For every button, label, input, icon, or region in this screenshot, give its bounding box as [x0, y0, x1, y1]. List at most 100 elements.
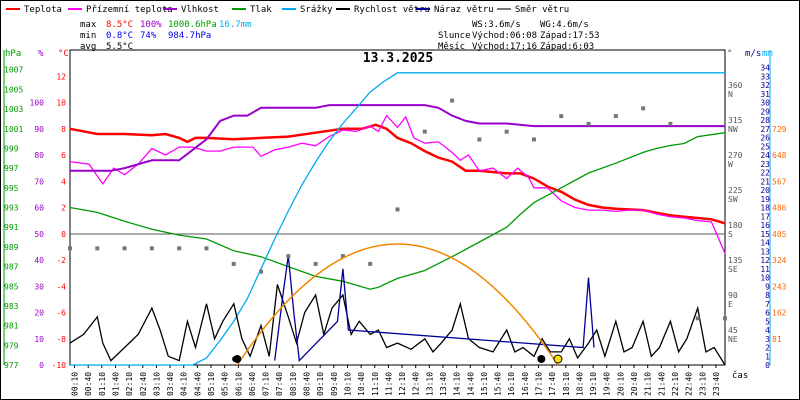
x-tick-label: 00:40 [84, 372, 93, 396]
deg-tick: 180 [728, 221, 743, 230]
wind-direction-point [313, 261, 318, 266]
pct-tick: 50 [34, 230, 44, 239]
wind-direction-point [641, 106, 646, 111]
x-tick-label: 23:40 [712, 372, 721, 396]
x-tick-label: 22:10 [671, 372, 680, 396]
x-tick-label: 09:40 [330, 372, 339, 396]
axes: 9779799819839859879899919939959979991001… [3, 50, 787, 370]
sunset-text: Západ:17:53 [540, 31, 600, 41]
ms-tick: 11 [760, 265, 770, 274]
ms-tick: 6 [765, 309, 770, 318]
wind-direction-point [68, 246, 72, 251]
degc-tick: 12 [56, 72, 66, 81]
wind-direction-point [177, 246, 182, 251]
unit-ms: m/s [745, 49, 761, 59]
stats-max-press: 1000.6hPa [168, 20, 217, 30]
ms-tick: 8 [765, 291, 770, 300]
mm-tick: 729 [772, 125, 787, 134]
marker-layer [232, 243, 563, 366]
mm-tick: 486 [772, 204, 787, 213]
wind-direction-point [149, 246, 154, 251]
wind-direction-point [450, 98, 455, 103]
moonset-marker [232, 356, 239, 362]
sunset-marker [553, 354, 563, 364]
wind-direction-point [204, 246, 209, 251]
wind-direction-point [422, 129, 427, 134]
ms-tick: 24 [760, 151, 770, 160]
stats-block: max 8.5°C 100% 1000.6hPa 16.7mm min 0.8°… [80, 20, 600, 52]
x-tick-label: 05:40 [221, 372, 230, 396]
x-tick-label: 18:40 [575, 372, 584, 396]
mm-tick: 567 [772, 177, 787, 186]
unit-degc: °C [58, 49, 69, 59]
ms-tick: 34 [760, 64, 770, 73]
pct-tick: 40 [34, 256, 44, 265]
ms-tick: 33 [760, 72, 770, 81]
degc-tick: 10 [56, 99, 66, 108]
ms-tick: 5 [765, 317, 770, 326]
pct-tick: 80 [34, 151, 44, 160]
legend-label-4: Srážky [300, 5, 333, 15]
stats-avg-label: avg [80, 42, 96, 52]
hpa-tick: 977 [4, 361, 19, 370]
x-tick-label: 23:10 [698, 372, 707, 396]
hpa-tick: 997 [4, 164, 19, 173]
stats-min-label: min [80, 31, 96, 41]
degc-tick: 8 [61, 125, 66, 134]
x-tick-label: 07:40 [275, 372, 284, 396]
deg-tick: 135 [728, 256, 743, 265]
hpa-tick: 981 [4, 322, 19, 331]
deg-tick: 270 [728, 151, 743, 160]
x-tick-label: 15:10 [480, 372, 489, 396]
x-tick-label: 22:40 [685, 372, 694, 396]
ms-tick: 14 [760, 239, 770, 248]
x-tick-label: 21:10 [644, 372, 653, 396]
moon-label: Měsíc [438, 42, 465, 52]
hpa-tick: 989 [4, 243, 19, 252]
x-tick-label: 17:10 [535, 372, 544, 396]
degc-tick: -2 [56, 256, 66, 265]
x-tick-label: 20:10 [616, 372, 625, 396]
x-tick-label: 16:10 [507, 372, 516, 396]
ms-tick: 20 [760, 186, 770, 195]
series-layer [68, 72, 727, 366]
x-tick-label: 01:10 [98, 372, 107, 396]
legend: Teplota Přízemní teplota Vlhkost Tlak Srážky… [6, 5, 569, 15]
ms-tick: 23 [760, 160, 770, 169]
ms-tick: 16 [760, 221, 770, 230]
moonrise-marker [537, 355, 546, 363]
deg-dir-tick: SE [728, 265, 738, 274]
x-tick-label: 08:10 [289, 372, 298, 396]
deg-tick: 45 [728, 326, 738, 335]
wind-direction-point [95, 246, 100, 251]
mm-tick: 81 [772, 335, 782, 344]
ms-tick: 3 [765, 335, 770, 344]
hpa-tick: 983 [4, 302, 19, 311]
x-axis-labels: 00:10 00:40 01:10 01:40 02:10 02:40 03:10 03:40… [71, 372, 721, 396]
hpa-tick: 993 [4, 204, 19, 213]
ms-tick: 13 [760, 247, 770, 256]
sunrise-text: Východ:06:08 [472, 31, 537, 41]
stats-avg-temp: 5.5°C [106, 42, 133, 52]
ms-tick: 17 [760, 212, 770, 221]
x-tick-label: 17:40 [548, 372, 557, 396]
x-tick-label: 09:10 [316, 372, 325, 396]
ms-tick: 21 [760, 177, 770, 186]
deg-dir-tick: S [728, 230, 733, 239]
degc-tick: -6 [56, 309, 66, 318]
series-line-5 [69, 284, 726, 366]
x-tick-label: 02:40 [139, 372, 148, 396]
x-tick-label: 02:10 [125, 372, 134, 396]
pct-tick: 100 [30, 99, 45, 108]
x-tick-label: 15:40 [494, 372, 503, 396]
hpa-tick: 1003 [4, 105, 23, 114]
series-line-2 [70, 104, 725, 172]
mm-tick: 648 [772, 151, 787, 160]
degc-tick: 4 [61, 177, 66, 186]
x-tick-label: 13:10 [425, 372, 434, 396]
wind-direction-point [559, 114, 564, 119]
ms-tick: 22 [760, 169, 770, 178]
stats-max-label: max [80, 20, 97, 30]
ms-tick: 2 [765, 344, 770, 353]
mm-tick: 405 [772, 230, 787, 239]
